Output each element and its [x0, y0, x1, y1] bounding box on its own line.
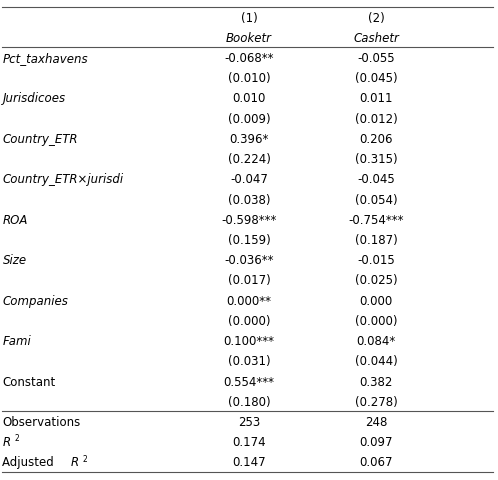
- Text: (0.045): (0.045): [355, 72, 397, 85]
- Text: (0.010): (0.010): [228, 72, 270, 85]
- Text: 0.174: 0.174: [232, 435, 266, 448]
- Text: Constant: Constant: [2, 375, 56, 388]
- Text: 248: 248: [365, 415, 387, 428]
- Text: (0.180): (0.180): [228, 395, 270, 408]
- Text: (0.025): (0.025): [355, 274, 397, 287]
- Text: 0.100***: 0.100***: [224, 335, 274, 348]
- Text: (0.224): (0.224): [228, 153, 270, 166]
- Text: (1): (1): [241, 12, 257, 24]
- Text: -0.754***: -0.754***: [348, 213, 404, 226]
- Text: -0.045: -0.045: [357, 173, 395, 186]
- Text: -0.047: -0.047: [230, 173, 268, 186]
- Text: (0.009): (0.009): [228, 112, 270, 125]
- Text: -0.036**: -0.036**: [224, 254, 274, 267]
- Text: ROA: ROA: [2, 213, 28, 226]
- Text: 253: 253: [238, 415, 260, 428]
- Text: Size: Size: [2, 254, 26, 267]
- Text: (0.038): (0.038): [228, 193, 270, 206]
- Text: -0.598***: -0.598***: [221, 213, 277, 226]
- Text: 0.097: 0.097: [359, 435, 393, 448]
- Text: 0.206: 0.206: [359, 132, 393, 145]
- Text: (0.031): (0.031): [228, 355, 270, 368]
- Text: Fami: Fami: [2, 335, 31, 348]
- Text: (0.159): (0.159): [228, 233, 270, 247]
- Text: Cashetr: Cashetr: [353, 32, 399, 45]
- Text: (0.187): (0.187): [355, 233, 397, 247]
- Text: (2): (2): [368, 12, 384, 24]
- Text: (0.054): (0.054): [355, 193, 397, 206]
- Text: 0.382: 0.382: [359, 375, 393, 388]
- Text: 0.147: 0.147: [232, 456, 266, 468]
- Text: $R$: $R$: [70, 456, 79, 468]
- Text: Adjusted: Adjusted: [2, 456, 58, 468]
- Text: 0.554***: 0.554***: [224, 375, 274, 388]
- Text: 0.084*: 0.084*: [357, 335, 395, 348]
- Text: (0.278): (0.278): [355, 395, 397, 408]
- Text: (0.315): (0.315): [355, 153, 397, 166]
- Text: 2: 2: [82, 454, 87, 463]
- Text: 0.067: 0.067: [359, 456, 393, 468]
- Text: 0.396*: 0.396*: [229, 132, 269, 145]
- Text: -0.068**: -0.068**: [224, 52, 274, 65]
- Text: Country_ETR: Country_ETR: [2, 132, 78, 145]
- Text: 2: 2: [15, 433, 20, 443]
- Text: Country_ETR×jurisdi: Country_ETR×jurisdi: [2, 173, 124, 186]
- Text: 0.010: 0.010: [232, 92, 266, 105]
- Text: -0.015: -0.015: [357, 254, 395, 267]
- Text: 0.000**: 0.000**: [227, 294, 271, 307]
- Text: Observations: Observations: [2, 415, 81, 428]
- Text: (0.012): (0.012): [355, 112, 397, 125]
- Text: (0.000): (0.000): [355, 314, 397, 327]
- Text: (0.017): (0.017): [228, 274, 270, 287]
- Text: $R$: $R$: [2, 435, 11, 448]
- Text: -0.055: -0.055: [357, 52, 395, 65]
- Text: Companies: Companies: [2, 294, 68, 307]
- Text: (0.000): (0.000): [228, 314, 270, 327]
- Text: Booketr: Booketr: [226, 32, 272, 45]
- Text: 0.000: 0.000: [360, 294, 392, 307]
- Text: (0.044): (0.044): [355, 355, 397, 368]
- Text: Pct_taxhavens: Pct_taxhavens: [2, 52, 88, 65]
- Text: Jurisdicoes: Jurisdicoes: [2, 92, 66, 105]
- Text: 0.011: 0.011: [359, 92, 393, 105]
